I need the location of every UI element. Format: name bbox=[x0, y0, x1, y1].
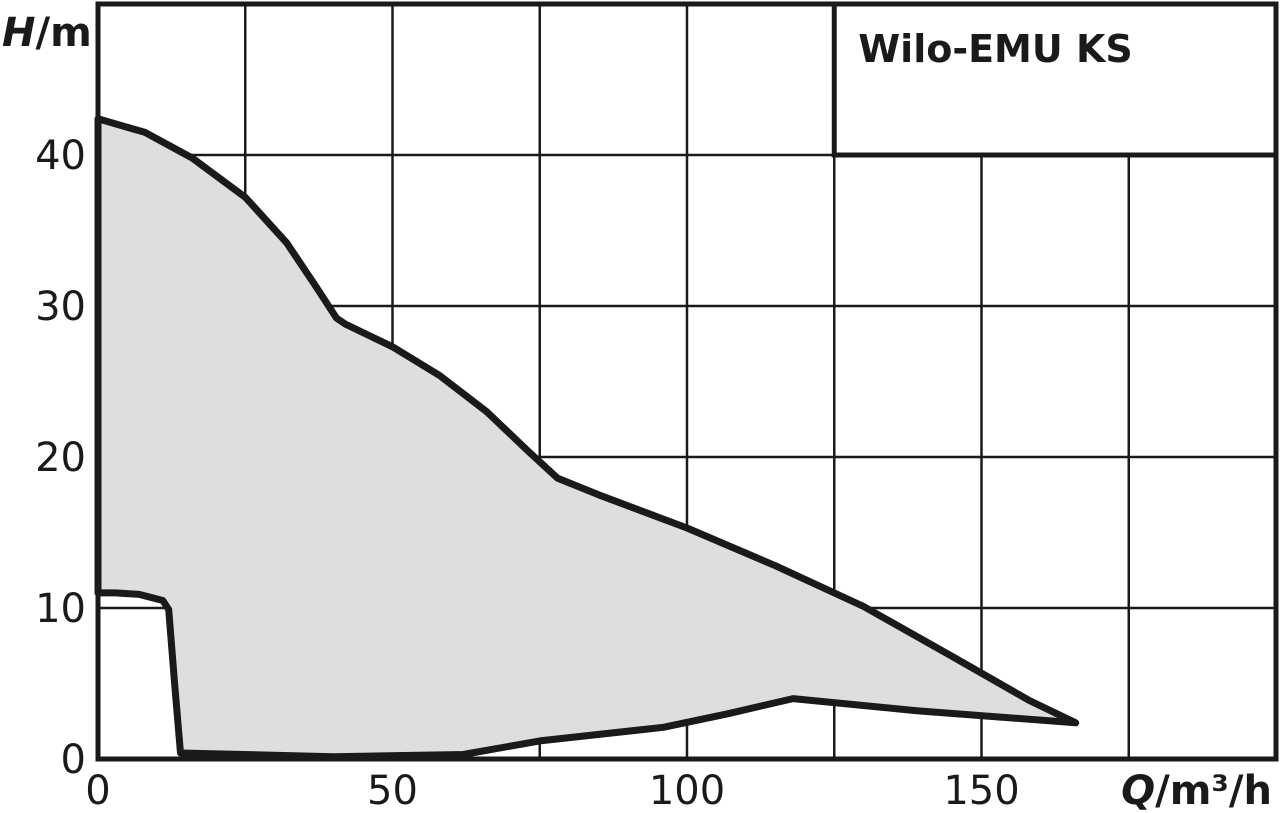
y-tick-label: 30 bbox=[35, 284, 86, 330]
plot-frame bbox=[95, 1, 1279, 762]
y-axis-unit: /m bbox=[35, 10, 91, 56]
chart-title: Wilo-EMU KS bbox=[858, 27, 1133, 71]
plot-border bbox=[95, 1, 1279, 762]
x-tick-label: 50 bbox=[367, 768, 418, 813]
y-tick-label: 0 bbox=[61, 737, 86, 783]
y-tick-labels: 0 10 20 30 40 bbox=[35, 133, 86, 783]
x-tick-label: 150 bbox=[943, 768, 1019, 813]
title-box: Wilo-EMU KS bbox=[831, 1, 1279, 158]
operating-range-area bbox=[94, 115, 1080, 761]
x-axis-label: Q/m³/h bbox=[1121, 768, 1272, 813]
y-axis-label: H/m bbox=[2, 10, 92, 56]
y-axis-symbol: H bbox=[2, 10, 35, 56]
x-tick-label: 0 bbox=[85, 768, 110, 813]
y-tick-label: 20 bbox=[35, 435, 86, 481]
title-box-frame bbox=[831, 1, 1279, 158]
y-tick-label: 10 bbox=[35, 586, 86, 632]
x-tick-labels: 0 50 100 150 bbox=[85, 768, 1019, 813]
y-tick-label: 40 bbox=[35, 133, 86, 179]
x-axis-unit: /m³/h bbox=[1155, 768, 1272, 813]
x-axis-symbol: Q bbox=[1121, 768, 1155, 813]
x-tick-label: 100 bbox=[649, 768, 725, 813]
